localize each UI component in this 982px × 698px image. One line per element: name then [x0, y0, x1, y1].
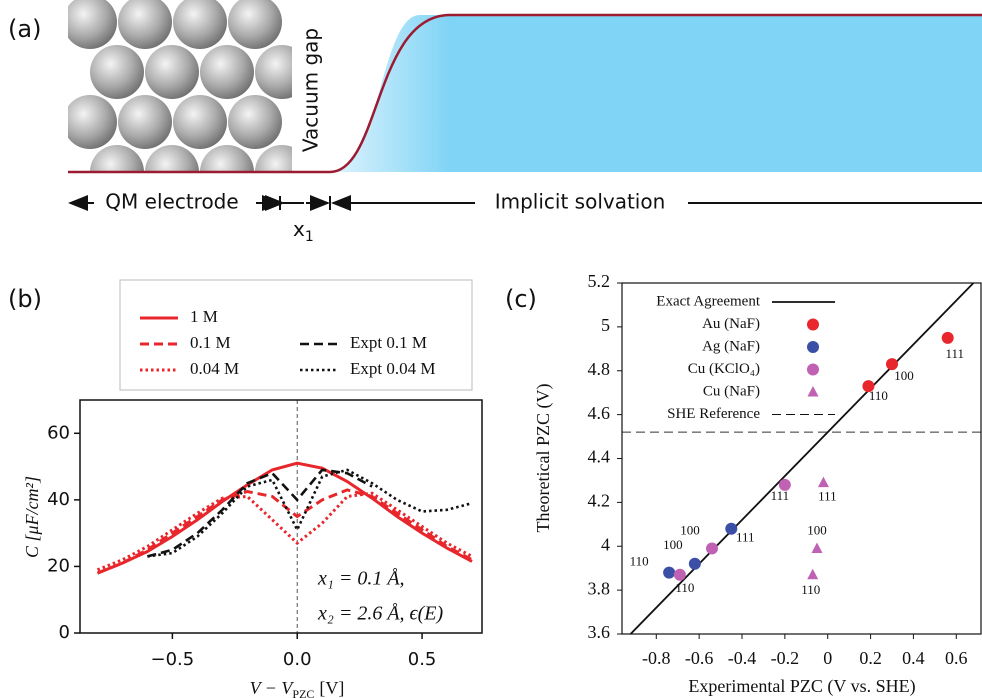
point-label: 110 — [675, 580, 694, 595]
implicit-solvation-label: Implicit solvation — [495, 190, 666, 214]
legend-label: 1 M — [190, 307, 218, 326]
x-axis-label-sub: PZC — [292, 687, 314, 698]
x-tick-label: -0.6 — [685, 648, 714, 668]
y-axis-label: Theoretical PZC (V) — [533, 384, 554, 533]
atom — [118, 0, 172, 49]
plot-b: 0 20 40 60 −0.5 0.0 0.5 1 M 0.1 M 0.04 M Expt 0.1 … — [22, 280, 482, 698]
point — [807, 569, 818, 580]
qm-electrode-label: QM electrode — [105, 190, 238, 214]
legend-label: Expt 0.1 M — [350, 333, 427, 352]
legend-swatch — [808, 386, 819, 397]
x-tick-label: -0.2 — [771, 648, 800, 668]
atom — [63, 0, 117, 49]
x-tick-label: -0.8 — [642, 648, 671, 668]
point-label: 100 — [663, 537, 683, 552]
legend-label: Cu (KClO₄) — [688, 361, 760, 377]
atom — [118, 95, 172, 149]
x-tick-label: 0.4 — [902, 648, 925, 668]
y-tick-label: 5.2 — [588, 271, 611, 291]
legend-label: SHE Reference — [667, 406, 760, 422]
x1-symbol: x — [293, 217, 305, 241]
atom — [228, 0, 282, 49]
y-tick-label: 40 — [47, 489, 70, 510]
point-label: 100 — [807, 522, 827, 537]
point — [812, 542, 823, 553]
x-tick-label: 0.0 — [283, 649, 312, 670]
point-label: 111 — [945, 346, 964, 361]
figure: (a) Vacuum gap QM electrode Implicit sol… — [0, 0, 982, 698]
atom — [63, 95, 117, 149]
legend-swatch — [807, 319, 819, 331]
panel-label: (b) — [8, 285, 42, 313]
plot-c: 3.6 3.8 4 4.2 4.4 4.6 4.8 5 5.2 -0.8 -0.6 -0.4 -0.2 0… — [533, 271, 982, 697]
legend-label: Exact Agreement — [656, 293, 761, 309]
y-tick-label: 20 — [47, 555, 70, 576]
y-tick-label: 4 — [601, 534, 610, 554]
legend-label: 0.1 M — [190, 333, 231, 352]
point — [818, 477, 829, 488]
x-tick-label: 0.2 — [859, 648, 882, 668]
y-axis-label: C [μF/cm²] — [22, 476, 42, 558]
x-tick-label: 0 — [823, 648, 832, 668]
vacuum-gap-label: Vacuum gap — [299, 28, 323, 152]
point-label: 110 — [801, 582, 820, 597]
atom — [173, 95, 227, 149]
x-tick-label: −0.5 — [151, 649, 195, 670]
y-tick-label: 4.4 — [588, 447, 611, 467]
x1-label: x1 — [293, 217, 314, 246]
annotation: x₁ = 0.1 Å, — [317, 568, 405, 590]
atom — [228, 95, 282, 149]
electrode-atoms — [63, 0, 309, 199]
y-tick-label: 3.8 — [588, 578, 611, 598]
point-label: 110 — [869, 388, 888, 403]
x-axis-label-main: V − V — [250, 678, 295, 698]
point-label: 110 — [630, 554, 649, 569]
point — [942, 332, 954, 344]
x-axis-label: Experimental PZC (V vs. SHE) — [688, 676, 915, 697]
y-tick-label: 5 — [601, 315, 610, 335]
y-tick-label: 4.8 — [588, 359, 611, 379]
y-tick-label: 60 — [47, 422, 70, 443]
x1-subscript: 1 — [305, 229, 314, 245]
legend-label: 0.04 M — [190, 359, 239, 378]
y-tick-label: 4.2 — [588, 491, 611, 511]
solvent-region — [290, 15, 982, 172]
panel-label: (a) — [8, 15, 41, 43]
point-label: 111 — [818, 489, 837, 504]
point — [689, 558, 701, 570]
y-tick-label: 0 — [59, 622, 70, 643]
y-tick-label: 4.6 — [588, 403, 611, 423]
point-label: 111 — [736, 530, 755, 545]
x-axis-label: V − VPZC [V] — [250, 678, 345, 698]
legend-swatch — [807, 364, 819, 376]
atom — [173, 0, 227, 49]
x-tick-label: 0.5 — [408, 649, 437, 670]
atom — [90, 45, 144, 99]
legend-label: Ag (NaF) — [702, 338, 760, 354]
legend-label: Au (NaF) — [702, 316, 760, 332]
atom — [200, 45, 254, 99]
point-label: 100 — [894, 368, 914, 383]
point — [706, 542, 718, 554]
point — [663, 567, 675, 579]
x-tick-label: -0.4 — [728, 648, 757, 668]
point-label: 111 — [771, 488, 790, 503]
x-axis-label-unit: [V] — [319, 678, 344, 698]
plot-frame — [80, 400, 482, 633]
y-tick-label: 3.6 — [588, 622, 611, 642]
legend-label: Expt 0.04 M — [350, 359, 435, 378]
panel-label: (c) — [505, 285, 537, 313]
point-label: 100 — [680, 522, 700, 537]
annotation: x₂ = 2.6 Å, ϵ(E) — [317, 603, 443, 625]
x-tick-label: 0.6 — [945, 648, 968, 668]
legend-swatch — [807, 341, 819, 353]
legend-label: Cu (NaF) — [703, 383, 760, 399]
atom — [145, 45, 199, 99]
